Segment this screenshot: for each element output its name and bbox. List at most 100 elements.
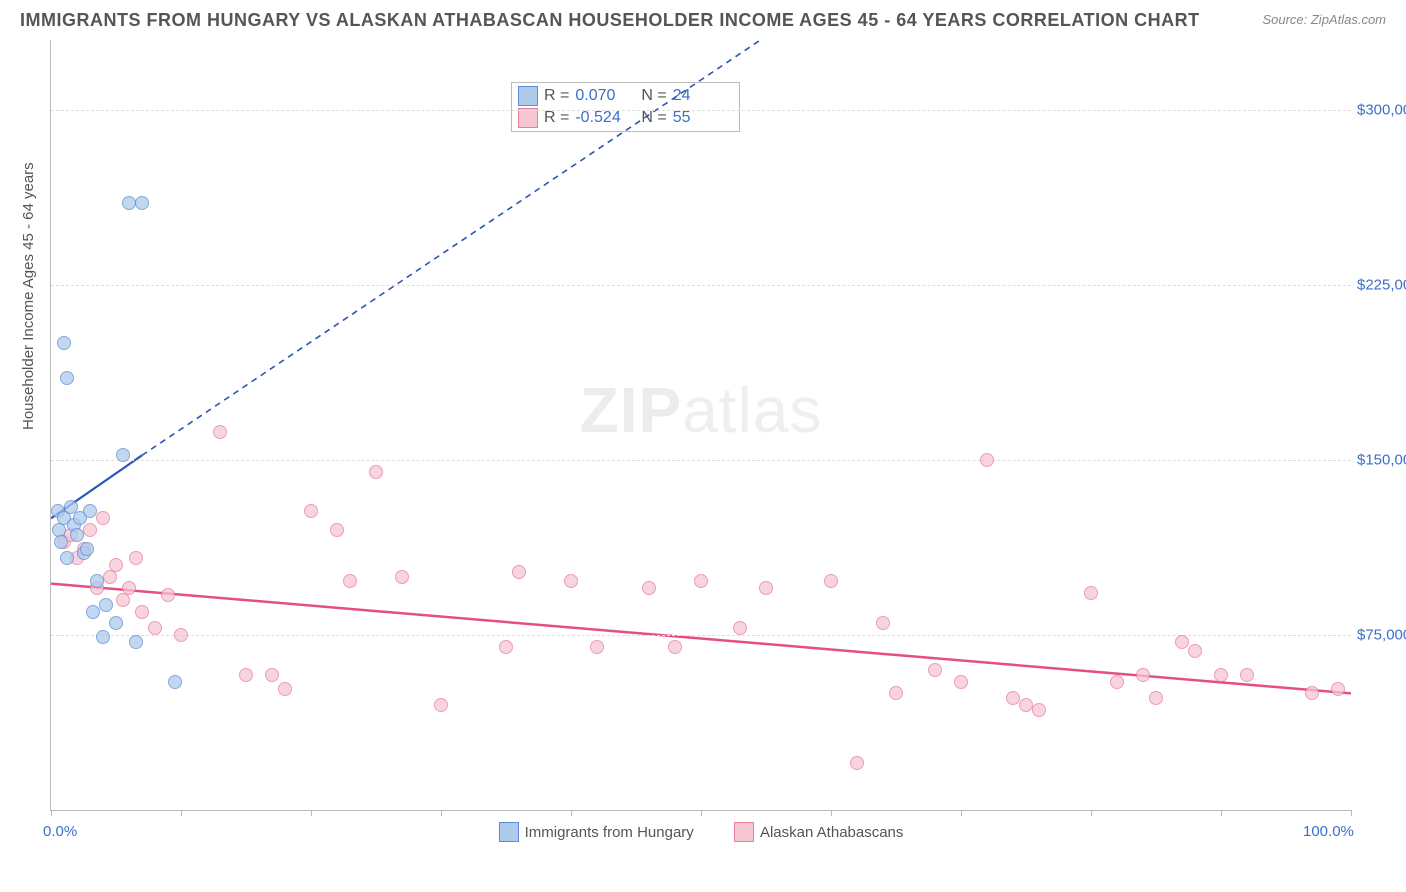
data-point-athabascan xyxy=(304,504,318,518)
data-point-athabascan xyxy=(759,581,773,595)
data-point-hungary xyxy=(168,675,182,689)
data-point-hungary xyxy=(109,616,123,630)
r-value-hungary: 0.070 xyxy=(575,87,635,105)
data-point-athabascan xyxy=(876,616,890,630)
y-tick-label: $225,000 xyxy=(1357,277,1406,294)
legend-item-hungary: Immigrants from Hungary xyxy=(499,822,694,842)
data-point-athabascan xyxy=(1006,691,1020,705)
data-point-athabascan xyxy=(434,698,448,712)
data-point-hungary xyxy=(90,574,104,588)
data-point-athabascan xyxy=(1019,698,1033,712)
data-point-athabascan xyxy=(850,756,864,770)
data-point-athabascan xyxy=(1149,691,1163,705)
data-point-athabascan xyxy=(1110,675,1124,689)
data-point-hungary xyxy=(70,528,84,542)
data-point-athabascan xyxy=(395,570,409,584)
x-tick xyxy=(831,810,832,816)
x-tick xyxy=(1351,810,1352,816)
data-point-athabascan xyxy=(954,675,968,689)
data-point-athabascan xyxy=(129,551,143,565)
data-point-athabascan xyxy=(239,668,253,682)
data-point-athabascan xyxy=(1305,686,1319,700)
x-tick xyxy=(181,810,182,816)
legend-label-hungary: Immigrants from Hungary xyxy=(525,824,694,841)
plot-area: ZIPatlas R = 0.070 N = 24 R = -0.524 N =… xyxy=(50,40,1351,811)
data-point-athabascan xyxy=(122,581,136,595)
data-point-hungary xyxy=(54,535,68,549)
x-tick xyxy=(1091,810,1092,816)
data-point-athabascan xyxy=(928,663,942,677)
data-point-athabascan xyxy=(564,574,578,588)
correlation-legend: R = 0.070 N = 24 R = -0.524 N = 55 xyxy=(511,82,740,132)
watermark-light: atlas xyxy=(682,374,822,446)
data-point-athabascan xyxy=(824,574,838,588)
data-point-athabascan xyxy=(343,574,357,588)
source-label: Source: ZipAtlas.com xyxy=(1262,12,1386,27)
data-point-hungary xyxy=(122,196,136,210)
gridline xyxy=(51,635,1351,636)
data-point-athabascan xyxy=(369,465,383,479)
data-point-athabascan xyxy=(265,668,279,682)
data-point-athabascan xyxy=(135,605,149,619)
watermark: ZIPatlas xyxy=(580,373,823,447)
data-point-athabascan xyxy=(174,628,188,642)
data-point-hungary xyxy=(60,551,74,565)
data-point-athabascan xyxy=(694,574,708,588)
legend-item-athabascan: Alaskan Athabascans xyxy=(734,822,903,842)
swatch-hungary xyxy=(518,86,538,106)
r-value-athabascan: -0.524 xyxy=(575,109,635,127)
data-point-hungary xyxy=(135,196,149,210)
data-point-athabascan xyxy=(83,523,97,537)
data-point-athabascan xyxy=(278,682,292,696)
series-legend: Immigrants from Hungary Alaskan Athabasc… xyxy=(51,822,1351,846)
swatch-athabascan xyxy=(734,822,754,842)
data-point-athabascan xyxy=(733,621,747,635)
data-point-athabascan xyxy=(96,511,110,525)
swatch-athabascan xyxy=(518,108,538,128)
data-point-athabascan xyxy=(499,640,513,654)
x-tick-label: 100.0% xyxy=(1303,823,1354,840)
swatch-hungary xyxy=(499,822,519,842)
data-point-hungary xyxy=(83,504,97,518)
data-point-hungary xyxy=(116,448,130,462)
gridline xyxy=(51,460,1351,461)
data-point-hungary xyxy=(86,605,100,619)
x-tick xyxy=(311,810,312,816)
data-point-athabascan xyxy=(109,558,123,572)
data-point-athabascan xyxy=(1331,682,1345,696)
r-label: R = xyxy=(544,109,569,127)
data-point-hungary xyxy=(80,542,94,556)
n-value-athabascan: 55 xyxy=(673,109,733,127)
n-label: N = xyxy=(641,109,666,127)
data-point-athabascan xyxy=(161,588,175,602)
x-tick xyxy=(1221,810,1222,816)
legend-row-hungary: R = 0.070 N = 24 xyxy=(518,85,733,107)
x-tick xyxy=(51,810,52,816)
data-point-hungary xyxy=(60,371,74,385)
x-tick-label: 0.0% xyxy=(43,823,77,840)
watermark-bold: ZIP xyxy=(580,374,683,446)
data-point-athabascan xyxy=(512,565,526,579)
gridline xyxy=(51,285,1351,286)
data-point-athabascan xyxy=(213,425,227,439)
data-point-athabascan xyxy=(1175,635,1189,649)
data-point-athabascan xyxy=(1136,668,1150,682)
data-point-athabascan xyxy=(889,686,903,700)
r-label: R = xyxy=(544,87,569,105)
gridline xyxy=(51,110,1351,111)
data-point-athabascan xyxy=(1188,644,1202,658)
n-label: N = xyxy=(641,87,666,105)
data-point-athabascan xyxy=(1240,668,1254,682)
data-point-athabascan xyxy=(1032,703,1046,717)
data-point-athabascan xyxy=(980,453,994,467)
y-tick-label: $150,000 xyxy=(1357,452,1406,469)
x-tick xyxy=(571,810,572,816)
y-tick-label: $300,000 xyxy=(1357,102,1406,119)
x-tick xyxy=(701,810,702,816)
x-tick xyxy=(441,810,442,816)
n-value-hungary: 24 xyxy=(673,87,733,105)
data-point-athabascan xyxy=(330,523,344,537)
y-tick-label: $75,000 xyxy=(1357,627,1406,644)
data-point-hungary xyxy=(99,598,113,612)
data-point-athabascan xyxy=(1084,586,1098,600)
